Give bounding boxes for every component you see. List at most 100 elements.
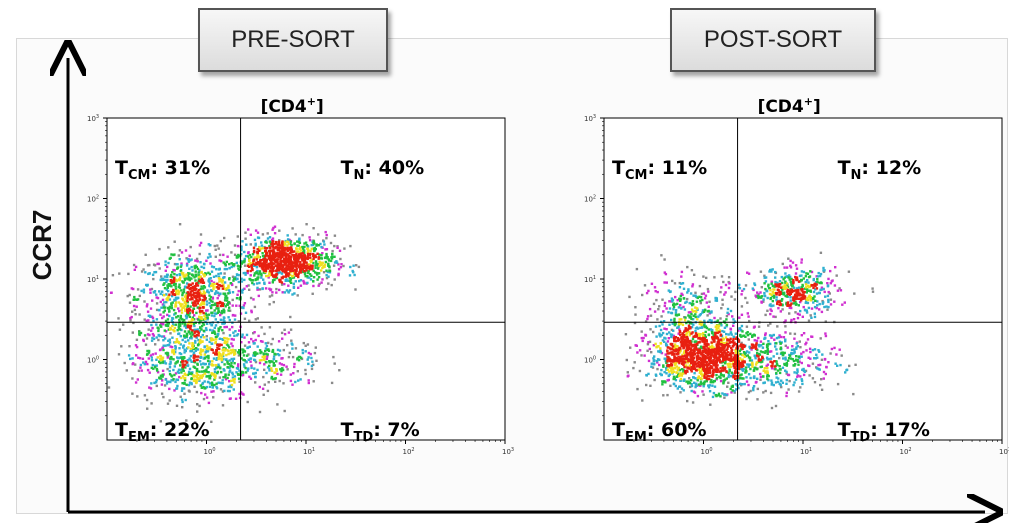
data-point [176, 267, 179, 270]
data-point [657, 308, 660, 311]
data-point [746, 333, 750, 337]
data-point [277, 240, 281, 243]
data-point [690, 325, 694, 329]
data-point [195, 291, 198, 295]
data-point [245, 243, 248, 246]
data-point [179, 276, 182, 279]
data-point [303, 245, 306, 249]
data-point [802, 369, 806, 372]
data-point [221, 329, 224, 332]
data-point [670, 328, 674, 332]
data-point [144, 271, 147, 274]
data-point [189, 359, 192, 362]
data-point [166, 356, 169, 359]
data-point [676, 345, 679, 348]
data-point [287, 355, 291, 359]
data-point [256, 269, 259, 273]
data-point [652, 302, 656, 306]
data-point [186, 325, 190, 329]
data-point [283, 243, 287, 246]
data-point [194, 273, 197, 276]
data-point [723, 362, 727, 365]
data-point [701, 334, 705, 338]
data-point [210, 381, 214, 384]
data-point [204, 351, 207, 354]
data-point [821, 353, 824, 356]
data-point [202, 266, 206, 270]
data-point [285, 261, 288, 264]
data-point [202, 295, 205, 298]
data-point [241, 371, 244, 374]
data-point [187, 308, 191, 312]
data-point [794, 378, 798, 381]
data-point [826, 282, 829, 285]
data-point [270, 260, 273, 264]
data-point [233, 381, 236, 384]
data-point [717, 394, 720, 397]
data-point [747, 272, 751, 275]
data-point [678, 360, 681, 364]
data-point [163, 329, 166, 332]
data-point [796, 312, 800, 316]
data-point [265, 371, 268, 375]
data-point [709, 403, 712, 406]
data-point [738, 349, 741, 353]
data-point [694, 306, 697, 309]
data-point [118, 272, 121, 275]
data-point [687, 327, 690, 330]
data-point [213, 332, 217, 336]
data-point [770, 270, 773, 273]
data-point [133, 295, 136, 299]
data-point [792, 281, 795, 285]
data-point [806, 297, 809, 300]
data-point [708, 318, 711, 322]
data-point [191, 346, 195, 349]
data-point [711, 384, 714, 387]
data-point [737, 367, 741, 371]
data-point [316, 252, 319, 255]
data-point [751, 365, 754, 368]
data-point [136, 288, 140, 291]
data-point [205, 259, 208, 262]
data-point [695, 307, 699, 310]
data-point [138, 313, 141, 316]
data-point [641, 339, 644, 343]
data-point [805, 341, 808, 344]
data-point [166, 324, 170, 328]
data-point [686, 339, 690, 343]
data-point [206, 350, 209, 353]
data-point [129, 319, 132, 322]
data-point [723, 367, 727, 371]
data-point [218, 310, 221, 313]
data-point [666, 346, 669, 349]
data-point [185, 326, 188, 329]
data-point [776, 325, 779, 328]
data-point [168, 341, 172, 344]
data-point [306, 271, 310, 275]
data-point [274, 380, 277, 383]
data-point [806, 279, 809, 282]
data-point [185, 383, 188, 386]
data-point [680, 318, 683, 321]
data-point [333, 362, 336, 365]
data-point [111, 274, 115, 277]
data-point [254, 381, 257, 384]
data-point [167, 380, 171, 383]
data-point [162, 348, 165, 352]
data-point [273, 278, 276, 282]
data-point [194, 349, 198, 352]
data-point [220, 278, 223, 281]
data-point [149, 288, 152, 291]
data-point [293, 292, 296, 295]
data-point [175, 291, 178, 295]
data-point [697, 375, 700, 378]
data-point [729, 331, 733, 334]
data-point [223, 341, 226, 344]
data-point [812, 277, 815, 281]
data-point [200, 370, 204, 373]
data-point [161, 375, 164, 378]
data-point [293, 258, 296, 261]
data-point [806, 298, 810, 302]
data-point [219, 367, 222, 370]
data-point [675, 356, 678, 360]
